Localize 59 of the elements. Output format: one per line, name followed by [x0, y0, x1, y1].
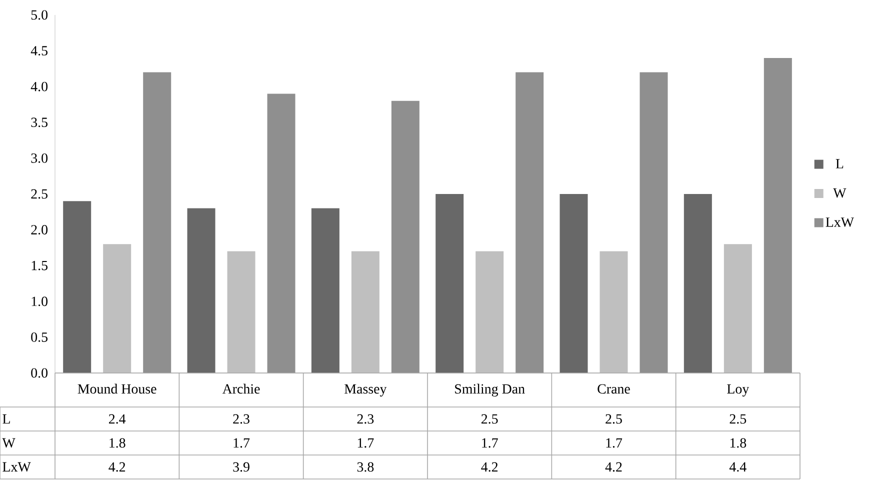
data-label: 4.2 — [605, 462, 622, 472]
data-label: 1.7 — [482, 438, 498, 448]
y-tick-label: 1.0 — [32, 296, 48, 306]
text: W — [2, 438, 16, 448]
bar — [143, 72, 172, 373]
legend-label: LxW — [826, 218, 854, 227]
data-label: 2.3 — [357, 414, 374, 424]
legend-label: L — [836, 159, 844, 168]
bar — [436, 194, 464, 373]
data-label: 1.7 — [234, 438, 250, 448]
bar — [476, 251, 504, 373]
y-tick-label: 1.5 — [32, 260, 48, 270]
bar — [187, 208, 216, 373]
y-tick-label: 4.5 — [30, 46, 48, 56]
data-label: 1.8 — [730, 438, 746, 448]
data-label: 1.7 — [358, 438, 374, 448]
bar — [516, 72, 544, 373]
y-tick-label: 4.0 — [30, 82, 48, 92]
data-label: 1.8 — [110, 438, 126, 448]
x-tick-label: Archie — [222, 384, 260, 394]
y-tick-label: 0.0 — [31, 368, 48, 378]
x-tick-label: Massey — [344, 384, 387, 396]
bar — [311, 208, 340, 373]
text: LxW — [2, 462, 31, 472]
bar — [560, 194, 588, 373]
x-tick-label: Smiling Dan — [455, 384, 525, 396]
y-tick-label: 2.5 — [31, 189, 48, 199]
x-tick-label: Mound House — [78, 384, 156, 394]
bar — [391, 100, 420, 373]
y-tick-label: 3.0 — [31, 153, 48, 163]
data-label: 2.3 — [233, 414, 250, 424]
data-label: 3.9 — [233, 462, 250, 472]
data-label: 4.2 — [108, 462, 126, 472]
bar — [267, 94, 296, 373]
data-label: 4.4 — [729, 462, 746, 472]
data-label: 4.2 — [481, 462, 498, 472]
y-tick-label: 0.5 — [31, 332, 48, 342]
bar — [724, 244, 752, 373]
data-label: 2.5 — [606, 414, 622, 424]
y-tick-label: 5.0 — [31, 10, 48, 20]
data-label: 1.7 — [606, 438, 622, 448]
bar — [227, 251, 256, 373]
data-label: 3.8 — [357, 462, 374, 472]
legend-label: W — [833, 188, 846, 198]
bar — [640, 72, 668, 373]
x-tick-label: Crane — [598, 384, 630, 394]
bar — [684, 194, 712, 373]
bar — [764, 58, 792, 373]
data-label: 2.5 — [730, 414, 746, 424]
bar — [63, 201, 92, 373]
data-label: 2.4 — [108, 414, 126, 424]
data-label: 2.5 — [481, 414, 498, 424]
y-tick-label: 3.5 — [31, 118, 48, 128]
bar — [600, 251, 628, 373]
bar — [351, 251, 380, 373]
text: L — [2, 414, 10, 424]
y-tick-label: 2.0 — [31, 225, 48, 235]
x-tick-label: Loy — [727, 384, 750, 396]
bar — [103, 244, 132, 373]
